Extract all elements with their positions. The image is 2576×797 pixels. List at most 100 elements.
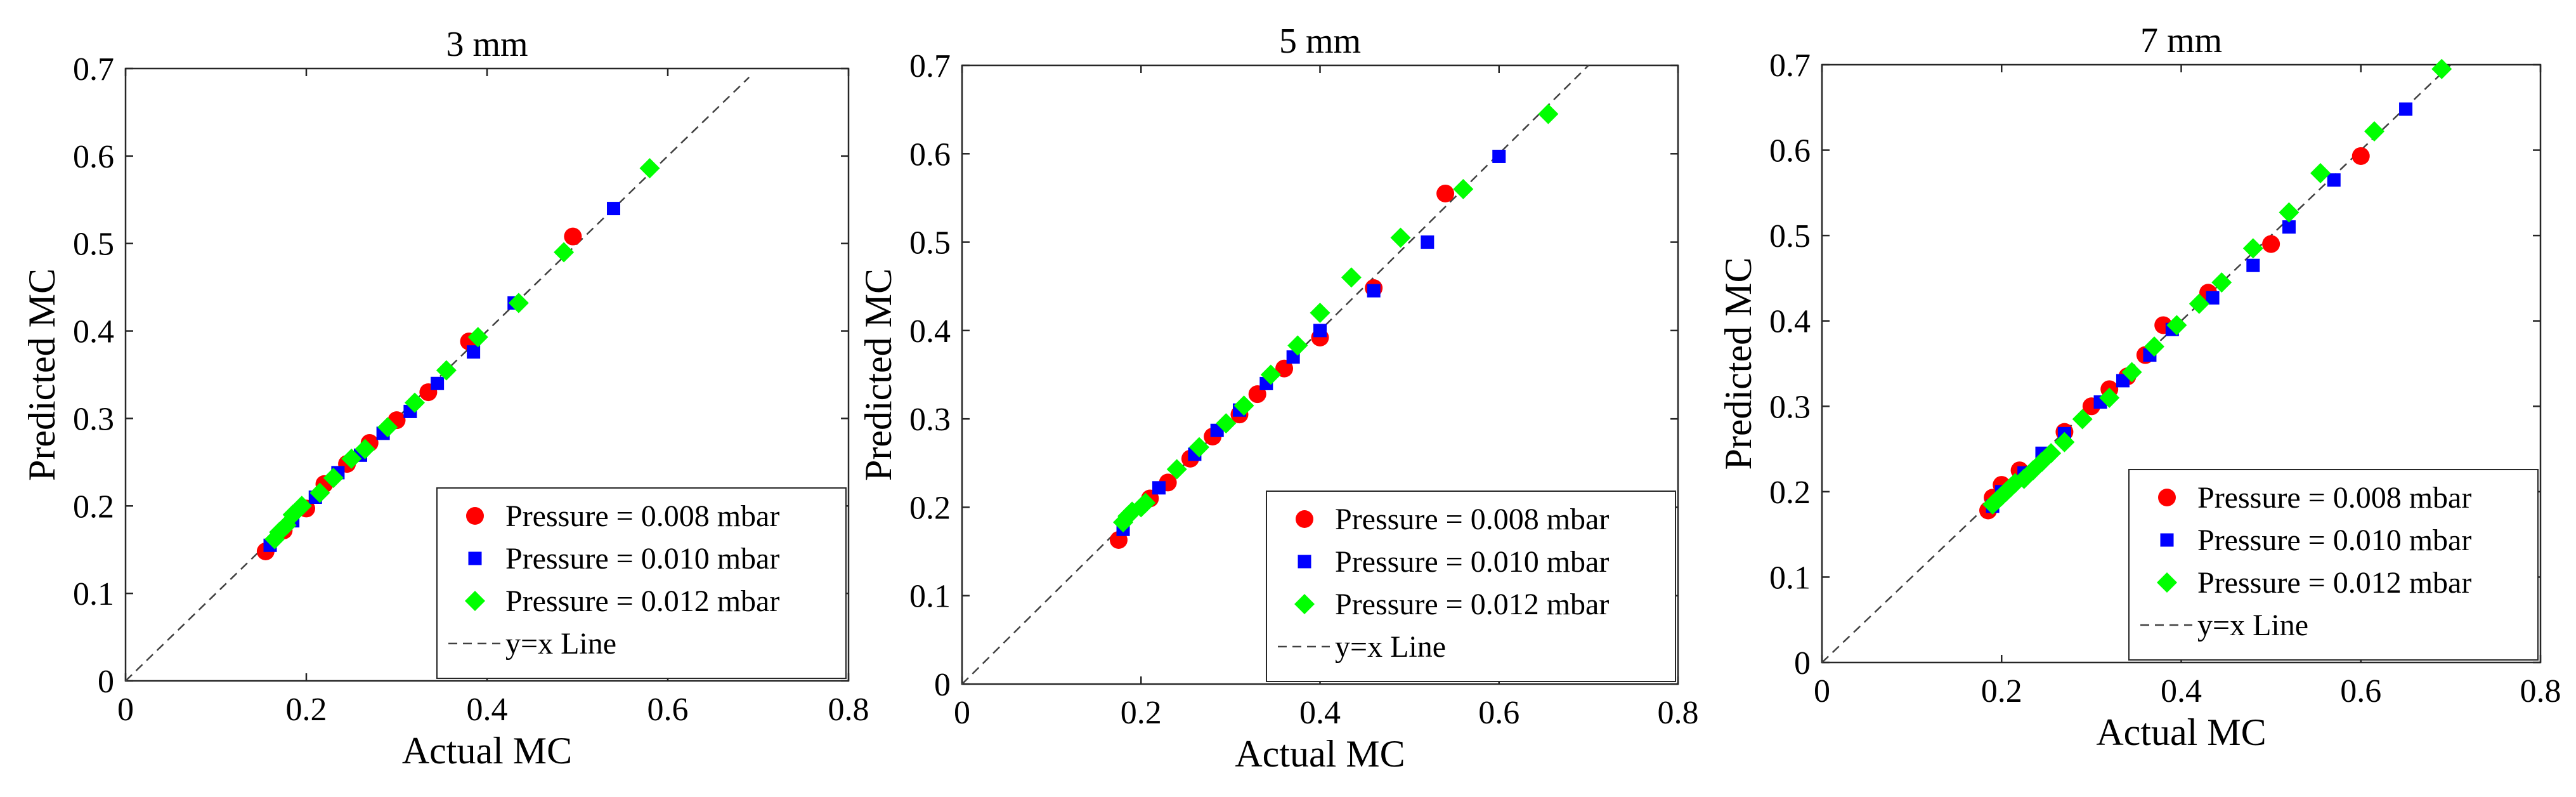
- x-tick-label: 0.2: [286, 692, 327, 728]
- data-point: [2246, 258, 2260, 272]
- data-point: [2116, 374, 2130, 388]
- data-point: [554, 242, 575, 263]
- x-axis-label: Actual MC: [2096, 711, 2266, 753]
- y-tick-label: 0.6: [1769, 133, 1811, 169]
- x-ticks: 0 0.2 0.4 0.6 0.8: [954, 65, 1699, 731]
- legend-marker-square: [2160, 533, 2174, 547]
- data-point: [2072, 409, 2093, 430]
- data-point: [2054, 431, 2075, 452]
- data-point: [607, 202, 620, 216]
- y-tick-label: 0.7: [73, 51, 114, 88]
- legend-marker-circle: [2158, 489, 2176, 506]
- y-axis-label: Predicted MC: [857, 268, 899, 481]
- x-tick-label: 0.4: [2161, 673, 2202, 709]
- x-axis-label: Actual MC: [402, 730, 572, 772]
- data-point: [2206, 291, 2220, 305]
- x-tick-label: 0.6: [1478, 695, 1519, 731]
- y-ticks: 0 0.1 0.2 0.3 0.4 0.5 0.6 0.7: [1769, 48, 2540, 682]
- data-point: [1492, 149, 1506, 163]
- data-point: [508, 293, 529, 313]
- legend: Pressure = 0.008 mbar Pressure = 0.010 mb…: [2128, 469, 2539, 661]
- series-diamond: [1982, 58, 2452, 515]
- x-tick-label: 0.4: [467, 692, 508, 728]
- x-ticks: 0 0.2 0.4 0.6 0.8: [1814, 65, 2561, 709]
- data-point: [1367, 284, 1381, 298]
- data-point: [1538, 103, 1559, 124]
- panel-title: 3 mm: [446, 25, 528, 64]
- legend-label: Pressure = 0.010 mbar: [2197, 524, 2471, 557]
- y-tick-label: 0.2: [909, 490, 951, 526]
- legend: Pressure = 0.008 mbar Pressure = 0.010 mb…: [1266, 491, 1676, 682]
- data-point: [2279, 202, 2300, 223]
- y-tick-label: 0: [98, 664, 114, 700]
- legend-marker-circle: [466, 507, 484, 525]
- legend-marker-diamond: [1294, 594, 1315, 614]
- legend-label: Pressure = 0.012 mbar: [1335, 588, 1609, 621]
- data-point: [405, 392, 425, 413]
- y-tick-label: 0.1: [909, 579, 951, 615]
- y-ticks: 0 0.1 0.2 0.3 0.4 0.5 0.6 0.7: [73, 51, 849, 700]
- data-point: [291, 496, 312, 517]
- data-point: [2189, 293, 2209, 314]
- data-point: [2352, 147, 2370, 165]
- data-point: [2041, 443, 2062, 464]
- y-tick-label: 0.6: [73, 139, 114, 175]
- x-tick-label: 0: [117, 692, 134, 728]
- data-point: [1188, 437, 1209, 458]
- legend-label: y=x Line: [1335, 630, 1446, 664]
- data-point: [1421, 235, 1434, 249]
- data-point: [2364, 121, 2384, 142]
- legend-label: y=x Line: [2197, 609, 2308, 642]
- y-tick-label: 0.7: [1769, 48, 1811, 84]
- x-tick-label: 0.8: [828, 692, 869, 728]
- data-point: [467, 327, 488, 348]
- legend: Pressure = 0.008 mbar Pressure = 0.010 mb…: [436, 487, 847, 679]
- x-ticks: 0 0.2 0.4 0.6 0.8: [117, 69, 869, 728]
- panel-title: 7 mm: [2140, 21, 2222, 60]
- data-point: [1233, 395, 1254, 416]
- panel-1: 0 0.1 0.2 0.3 0.4 0.5 0.6 0.7 0 0.2 0.4 0.6 0.8 3 mm A…: [21, 25, 869, 772]
- x-tick-label: 0.8: [1658, 695, 1699, 731]
- data-point: [377, 417, 398, 438]
- y-tick-label: 0.5: [73, 227, 114, 263]
- x-tick-label: 0.6: [647, 692, 689, 728]
- data-point: [309, 482, 330, 503]
- data-point: [1390, 227, 1411, 248]
- x-tick-label: 0.6: [2340, 673, 2381, 709]
- data-point: [2262, 235, 2280, 253]
- data-point: [1135, 492, 1156, 513]
- data-point: [1310, 303, 1330, 323]
- data-point: [467, 345, 481, 359]
- legend-label: Pressure = 0.012 mbar: [2197, 566, 2471, 600]
- x-tick-label: 0.4: [1299, 695, 1341, 731]
- x-tick-label: 0: [954, 695, 970, 731]
- legend-marker-square: [1298, 555, 1311, 569]
- legend-label: Pressure = 0.008 mbar: [505, 499, 779, 533]
- legend-label: Pressure = 0.010 mbar: [1335, 545, 1609, 579]
- data-point: [1436, 184, 1455, 202]
- legend-label: Pressure = 0.010 mbar: [505, 542, 779, 576]
- y-tick-label: 0.3: [73, 401, 114, 437]
- series-diamond: [1113, 103, 1559, 533]
- data-point: [436, 360, 457, 381]
- data-point: [355, 438, 375, 459]
- y-tick-label: 0.5: [909, 225, 951, 261]
- x-axis-label: Actual MC: [1235, 733, 1405, 775]
- data-point: [431, 376, 445, 390]
- data-point: [1216, 413, 1237, 434]
- data-point: [1275, 359, 1294, 378]
- legend-label: Pressure = 0.008 mbar: [1335, 503, 1609, 536]
- y-tick-label: 0.6: [909, 136, 951, 173]
- data-point: [2099, 387, 2120, 408]
- data-point: [1313, 324, 1327, 338]
- x-tick-label: 0.2: [1121, 695, 1162, 731]
- data-point: [1287, 335, 1308, 356]
- data-point: [1152, 481, 1166, 495]
- legend-label: Pressure = 0.012 mbar: [505, 584, 779, 618]
- x-tick-label: 0.2: [1981, 673, 2022, 709]
- y-ticks: 0 0.1 0.2 0.3 0.4 0.5 0.6 0.7: [909, 48, 1678, 703]
- y-tick-label: 0.1: [1769, 560, 1811, 596]
- y-tick-label: 0.4: [73, 314, 114, 350]
- data-point: [1341, 267, 1362, 288]
